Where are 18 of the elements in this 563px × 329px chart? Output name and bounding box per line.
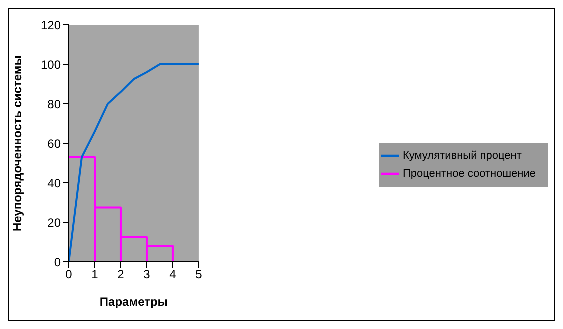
x-tick-label: 1 <box>92 268 99 282</box>
legend-label: Процентное соотношение <box>402 167 536 180</box>
y-tick-label: 120 <box>40 18 62 32</box>
x-axis-title: Параметры <box>100 295 168 309</box>
x-tick-label: 2 <box>118 268 125 282</box>
y-tick-label: 80 <box>48 97 62 112</box>
x-tick-label: 3 <box>144 268 151 282</box>
y-tick-label: 40 <box>48 176 62 190</box>
x-tick-label: 0 <box>66 268 73 282</box>
y-tick-label: 60 <box>48 136 62 151</box>
y-tick-label: 20 <box>48 216 62 230</box>
legend-label: Кумулятивный процент <box>402 149 522 162</box>
y-tick-label: 100 <box>40 58 62 72</box>
x-tick-label: 5 <box>196 268 203 282</box>
y-tick-label: 0 <box>54 255 62 270</box>
y-axis-title: Неупорядоченность системы <box>10 55 24 232</box>
line-series <box>69 156 174 262</box>
x-tick-label: 4 <box>170 268 177 282</box>
